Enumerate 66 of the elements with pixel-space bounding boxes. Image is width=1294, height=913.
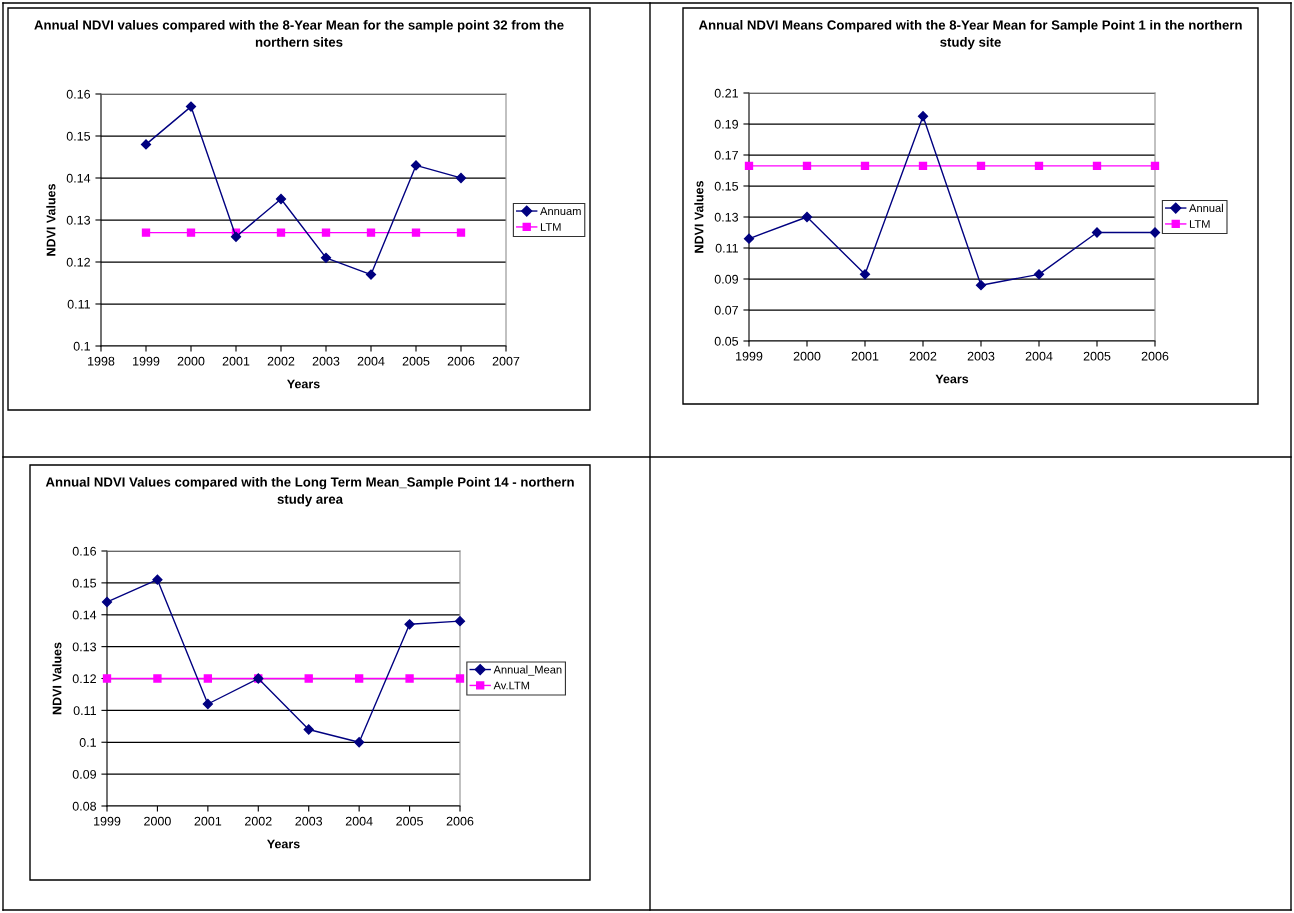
y-tick-label: 0.15 bbox=[66, 131, 91, 141]
y-tick-label: 0.14 bbox=[72, 610, 97, 620]
y-tick-label: 0.16 bbox=[72, 546, 97, 556]
y-tick-label: 0.13 bbox=[714, 212, 739, 222]
x-tick-label: 2007 bbox=[492, 356, 520, 366]
y-tick-label: 0.11 bbox=[67, 299, 90, 309]
x-tick-label: 2002 bbox=[909, 351, 937, 361]
y-tick-label: 0.16 bbox=[66, 89, 91, 99]
x-tick-label: 2003 bbox=[967, 351, 995, 361]
y-tick-label: 0.11 bbox=[715, 243, 738, 253]
x-tick-label: 2002 bbox=[267, 356, 295, 366]
y-tick-label: 0.15 bbox=[72, 578, 97, 588]
x-tick-label: 2006 bbox=[1141, 351, 1169, 361]
y-tick-label: 0.19 bbox=[714, 119, 738, 129]
x-tick-label: 1999 bbox=[94, 816, 121, 826]
x-tick-label: 2003 bbox=[312, 356, 340, 366]
x-tick-label: 2001 bbox=[194, 816, 222, 826]
y-axis-title: NDVI Values bbox=[46, 184, 56, 256]
x-tick-label: 2001 bbox=[222, 356, 250, 366]
legend-label: Av.LTM bbox=[493, 681, 530, 690]
x-tick-label: 1999 bbox=[736, 351, 763, 361]
y-tick-label: 0.13 bbox=[66, 215, 91, 225]
x-tick-label: 2004 bbox=[345, 816, 373, 826]
legend-label: LTM bbox=[1189, 220, 1210, 228]
x-tick-label: 2005 bbox=[402, 356, 430, 366]
chart-title: Annual NDVI Means Compared with the 8-Year Mean for Sample Point 1 in the northern study site bbox=[698, 20, 1242, 50]
y-tick-label: 0.12 bbox=[72, 674, 96, 684]
y-tick-label: 0.13 bbox=[72, 642, 97, 652]
x-tick-label: 2006 bbox=[446, 816, 474, 826]
x-tick-label: 2000 bbox=[793, 351, 821, 361]
x-axis-title: Years bbox=[267, 839, 300, 849]
x-tick-label: 2006 bbox=[447, 356, 475, 366]
y-tick-label: 0.09 bbox=[72, 769, 96, 779]
legend-label: Annuam bbox=[540, 207, 581, 216]
y-tick-label: 0.11 bbox=[73, 706, 96, 716]
y-tick-label: 0.15 bbox=[714, 181, 739, 191]
x-tick-label: 1998 bbox=[88, 356, 115, 366]
y-axis-title: NDVI Values bbox=[52, 642, 62, 715]
y-tick-label: 0.21 bbox=[714, 88, 738, 98]
x-tick-label: 2005 bbox=[396, 816, 423, 826]
legend-label: Annual bbox=[1189, 203, 1223, 213]
y-axis-title: NDVI Values bbox=[694, 181, 704, 253]
y-tick-label: 0.07 bbox=[714, 305, 738, 315]
x-tick-label: 1999 bbox=[133, 356, 160, 366]
x-tick-label: 2000 bbox=[144, 816, 171, 826]
legend-label: LTM bbox=[540, 223, 561, 231]
y-tick-label: 0.1 bbox=[79, 738, 96, 747]
chart-title: Annual NDVI Values compared with the Long Term Mean_Sample Point 14 - northern study area bbox=[45, 477, 574, 507]
y-tick-label: 0.17 bbox=[714, 150, 738, 160]
x-tick-label: 2004 bbox=[1025, 351, 1053, 361]
x-tick-label: 2001 bbox=[851, 351, 879, 361]
chart-title: Annual NDVI values compared with the 8-Year Mean for the sample point 32 from the northern sites bbox=[34, 20, 564, 47]
legend-label: Annual_Mean bbox=[493, 665, 562, 676]
x-axis-title: Years bbox=[287, 379, 320, 389]
y-tick-label: 0.14 bbox=[66, 173, 91, 183]
x-axis-title: Years bbox=[935, 374, 969, 384]
y-tick-label: 0.08 bbox=[72, 801, 97, 811]
y-tick-label: 0.12 bbox=[66, 257, 90, 267]
y-tick-label: 0.1 bbox=[73, 341, 90, 351]
x-tick-label: 2002 bbox=[245, 816, 272, 826]
x-tick-label: 2004 bbox=[357, 356, 385, 366]
x-tick-label: 2000 bbox=[177, 356, 205, 366]
x-tick-label: 2005 bbox=[1083, 351, 1111, 361]
y-tick-label: 0.09 bbox=[714, 274, 738, 284]
x-tick-label: 2003 bbox=[295, 816, 323, 826]
y-tick-label: 0.05 bbox=[714, 336, 739, 346]
